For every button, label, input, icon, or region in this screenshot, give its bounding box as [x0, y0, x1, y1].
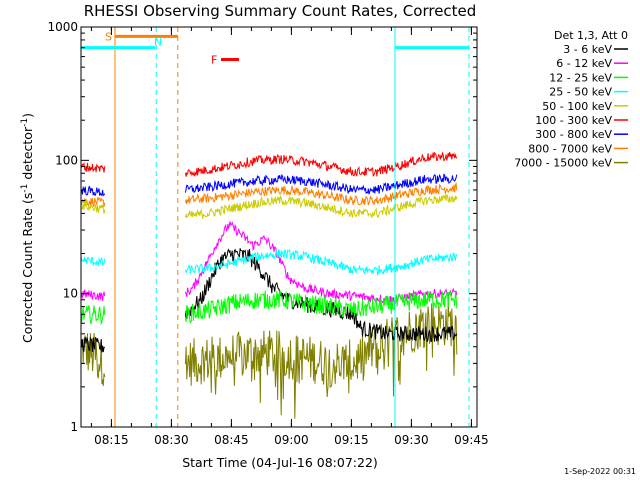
flag-label-4: N	[154, 35, 162, 48]
x-tick-label-5: 09:15	[334, 433, 369, 447]
legend-label-4: 25 - 50 keV	[549, 86, 612, 99]
legend-label-5: 50 - 100 keV	[542, 100, 612, 113]
series-line-1	[80, 248, 458, 353]
y-tick-label-3: 100	[55, 153, 78, 167]
legend-label-2: 6 - 12 keV	[556, 57, 612, 70]
x-tick-label-7: 09:45	[454, 433, 489, 447]
flag-label-1: S	[105, 30, 112, 43]
series-line-3	[80, 290, 458, 326]
legend-header: Det 1,3, Att 0	[554, 29, 628, 42]
x-tick-label-2: 08:30	[154, 433, 189, 447]
y-tick-label-1: 1	[70, 420, 78, 434]
legend-label-8: 800 - 7000 keV	[528, 142, 612, 155]
series-line-4	[80, 248, 458, 276]
y-tick-label-2: 10	[63, 287, 78, 301]
series-line-6	[80, 151, 458, 177]
plot-frame	[80, 26, 478, 428]
x-tick-label-6: 09:30	[394, 433, 429, 447]
plot-area: S N F	[80, 27, 470, 427]
series-line-2	[80, 221, 458, 306]
series-line-9	[80, 301, 458, 419]
chart-title: RHESSI Observing Summary Count Rates, Co…	[84, 2, 477, 20]
y-tick-label-4: 1000	[47, 20, 78, 34]
flag-label-5: F	[211, 54, 217, 67]
series-line-5	[80, 193, 458, 219]
y-axis-label: Corrected Count Rate (s-1 detector-1)	[20, 113, 35, 343]
x-tick-label-1: 08:15	[94, 433, 129, 447]
x-axis-label: Start Time (04-Jul-16 08:07:22)	[182, 455, 378, 470]
legend-label-1: 3 - 6 keV	[563, 43, 612, 56]
legend-label-9: 7000 - 15000 keV	[514, 157, 612, 170]
x-tick-label-4: 09:00	[274, 433, 309, 447]
legend-label-6: 100 - 300 keV	[535, 114, 612, 127]
axis-ticks: 1 10 100 1000 08:15 08:30 08:45 09:00 09:15 09:30…	[47, 20, 488, 447]
legend-label-7: 300 - 800 keV	[535, 128, 612, 141]
legend-label-3: 12 - 25 keV	[549, 71, 612, 84]
footer-timestamp: 1-Sep-2022 00:31	[564, 467, 636, 476]
x-tick-label-3: 08:45	[214, 433, 249, 447]
